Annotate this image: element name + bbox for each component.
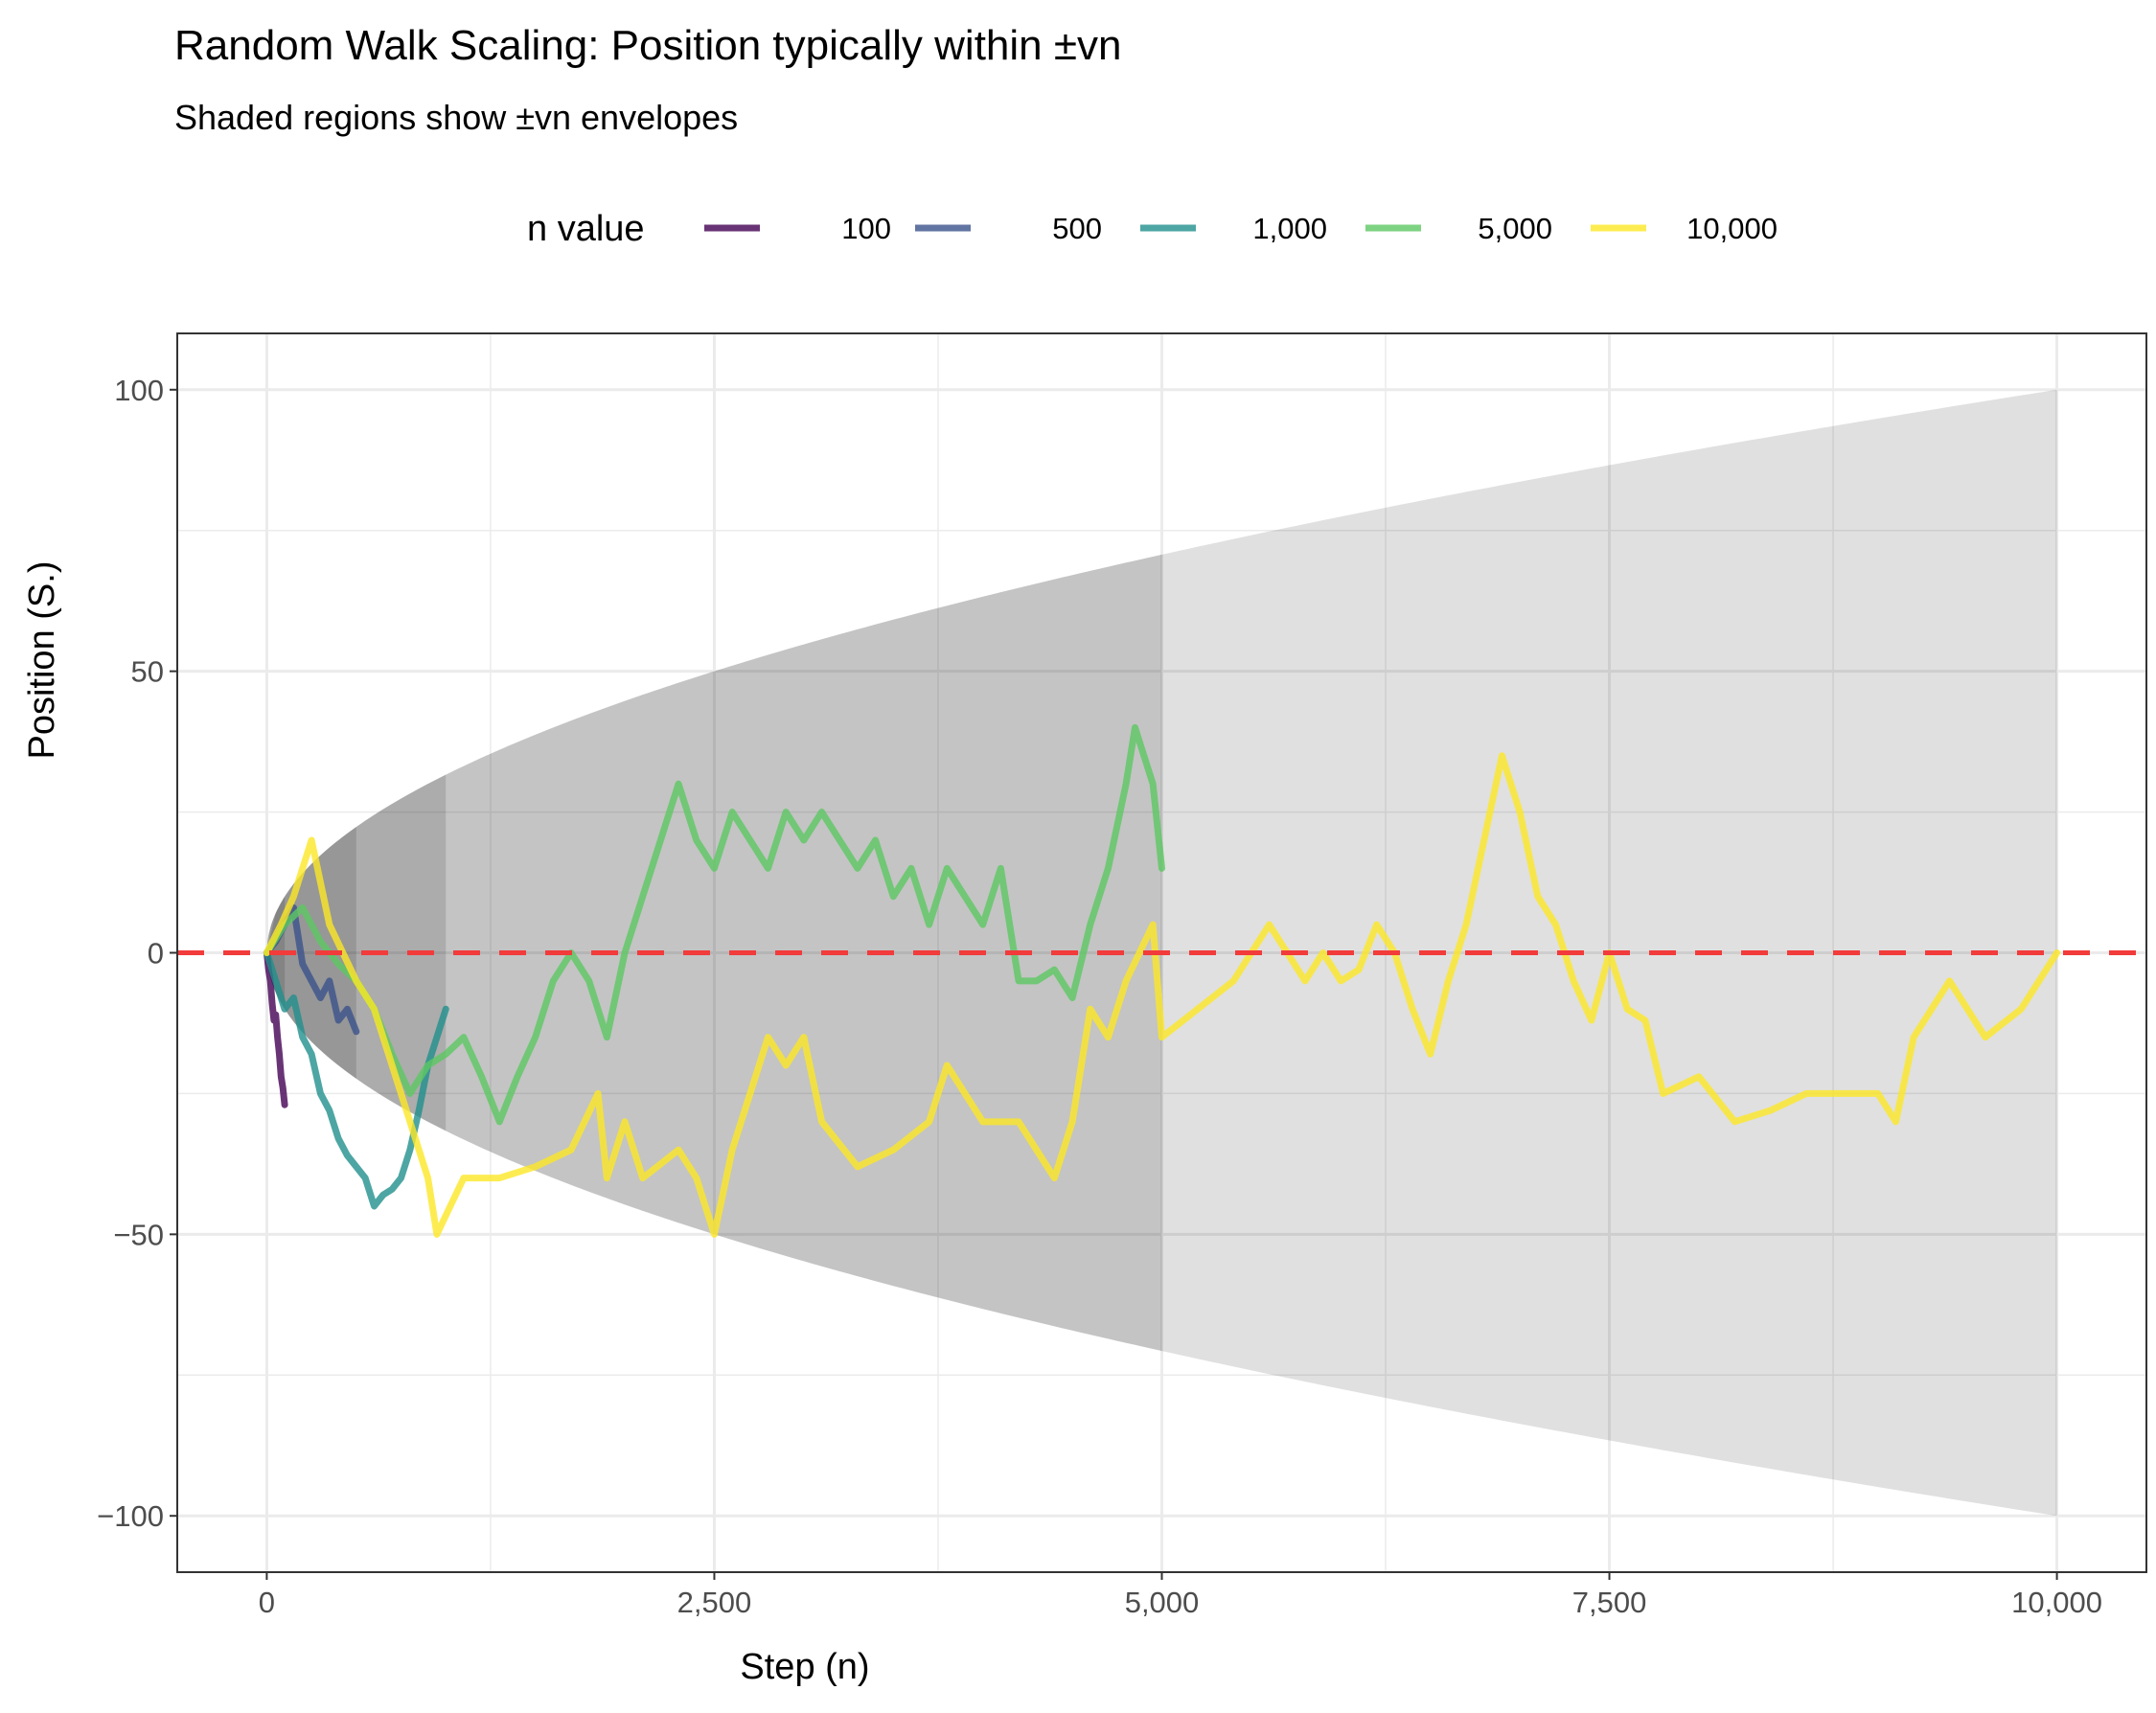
envelope-5000: [266, 554, 1162, 1352]
envelope-1000: [266, 774, 447, 1131]
x-tick-label: 2,500: [677, 1586, 752, 1619]
series-line-1000: [263, 949, 449, 1210]
y-tick-label: 0: [148, 937, 164, 971]
series-line-5000: [263, 723, 1165, 1126]
x-axis-label: Step (n): [740, 1647, 869, 1687]
legend-label: 1,000: [1252, 212, 1327, 245]
legend-label: 100: [841, 212, 891, 245]
chart-title: Random Walk Scaling: Position typically …: [174, 22, 1121, 69]
x-tick-label: 10,000: [2011, 1586, 2102, 1619]
plot-panel: 0 2,500 5,000 7,500 10,000 −100 −50 0 50 100: [97, 332, 2147, 1619]
x-tick-label: 0: [259, 1586, 275, 1619]
y-tick-label: 50: [131, 655, 164, 689]
legend-label: 10,000: [1686, 212, 1778, 245]
y-axis-label: Position (S.): [22, 561, 62, 760]
series-line-100: [263, 949, 288, 1108]
y-tick-label: −100: [97, 1499, 164, 1533]
legend-label: 5,000: [1478, 212, 1552, 245]
series-line-10000: [263, 752, 2061, 1238]
y-tick-label: 100: [114, 374, 164, 407]
x-tick-label: 5,000: [1125, 1586, 1200, 1619]
y-tick-label: −50: [113, 1218, 164, 1251]
legend-title: n value: [527, 209, 645, 249]
x-tick-label: 7,500: [1572, 1586, 1647, 1619]
legend-label: 500: [1052, 212, 1102, 245]
legend: n value 100 500 1,000 5,000 10,000: [527, 209, 1778, 249]
chart-subtitle: Shaded regions show ±vn envelopes: [174, 98, 738, 137]
